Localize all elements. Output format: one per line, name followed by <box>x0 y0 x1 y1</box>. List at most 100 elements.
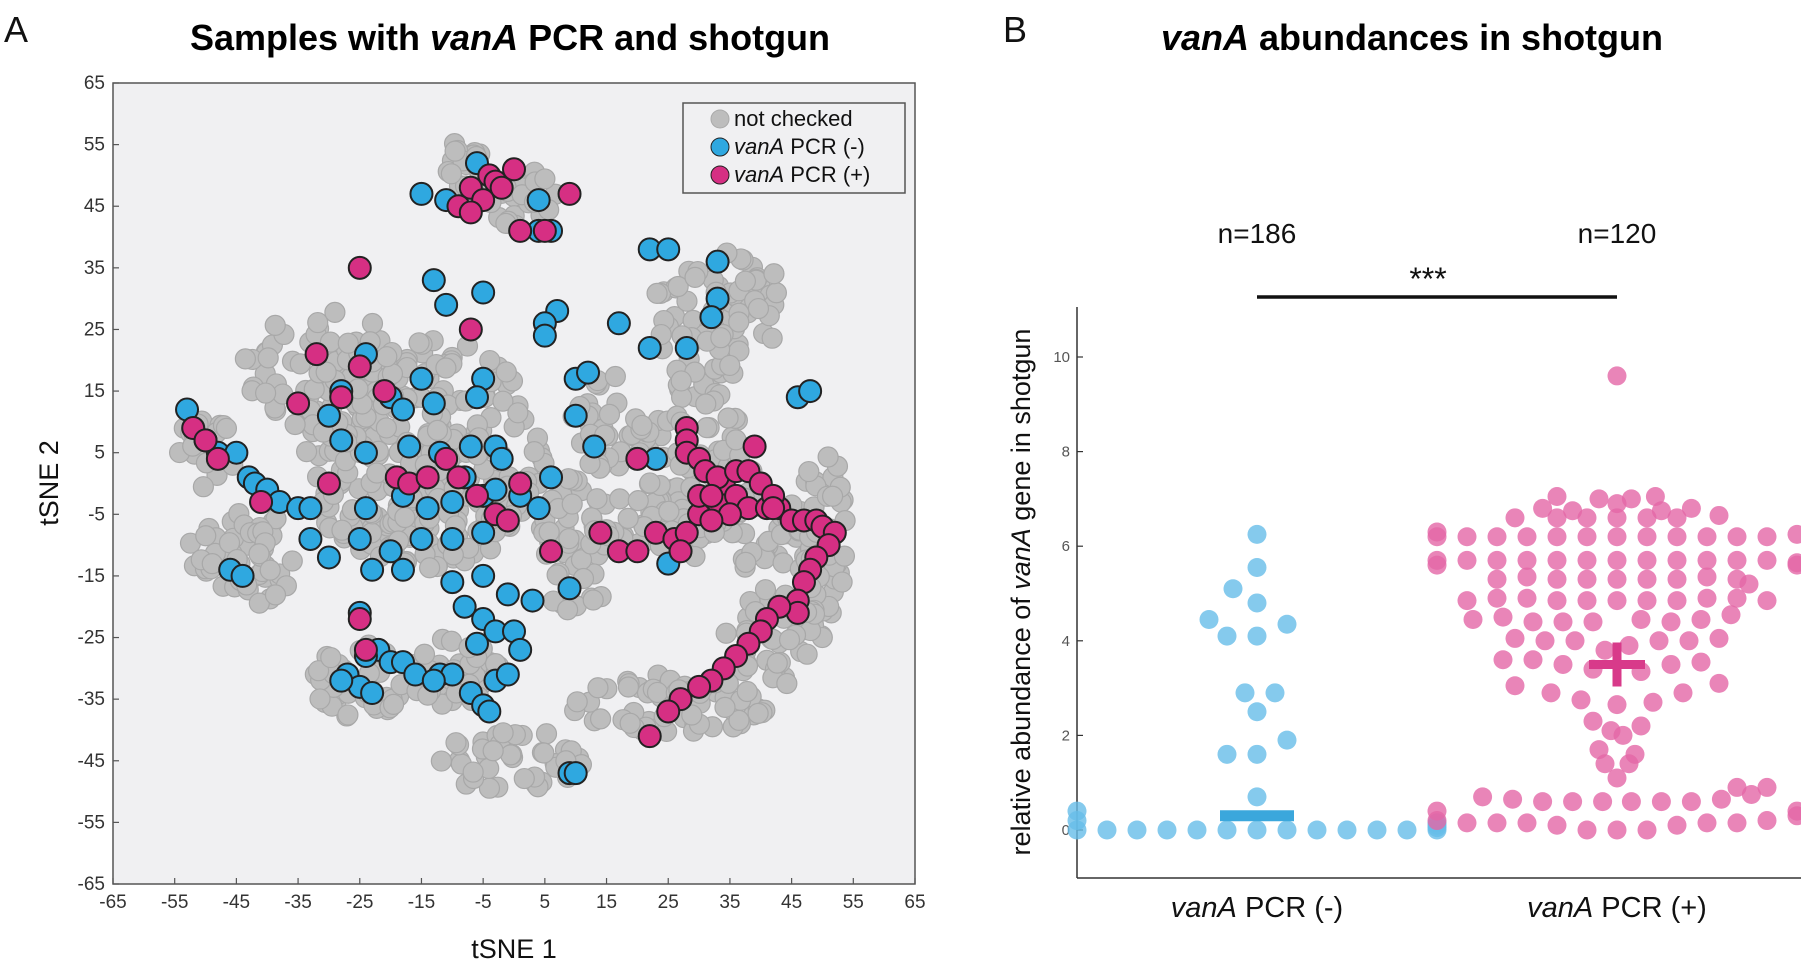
point-not-checked <box>366 462 388 484</box>
point-pcr-negative <box>532 323 557 348</box>
point-not-checked <box>761 327 783 349</box>
point-not-checked <box>719 354 741 377</box>
point-not-checked <box>821 485 844 507</box>
point-pcr-positive <box>532 218 557 243</box>
point-pcr-negative <box>1187 820 1207 840</box>
point-pcr-positive <box>588 520 613 545</box>
point-pcr-positive <box>1637 591 1657 611</box>
point-not-checked <box>728 311 750 333</box>
point-not-checked <box>695 393 717 415</box>
point-pcr-negative <box>495 662 520 687</box>
point-pcr-negative <box>1067 811 1087 831</box>
point-not-checked <box>604 365 626 388</box>
category-label-positive: vanA PCR (+) <box>1527 892 1707 924</box>
y-tick-label: 5 <box>94 443 105 464</box>
x-tick-label: 35 <box>719 892 740 913</box>
x-tick-label: 45 <box>781 892 802 913</box>
x-tick-label: -55 <box>161 892 188 913</box>
point-pcr-positive <box>1727 569 1747 589</box>
y-tick-label: -65 <box>78 874 105 895</box>
y-tick-label: 45 <box>84 196 105 217</box>
point-pcr-positive <box>1493 650 1513 670</box>
point-not-checked <box>747 702 769 724</box>
y-tick-label: 25 <box>84 319 105 340</box>
point-not-checked <box>307 660 330 682</box>
panel-a-pcr-negative-points <box>175 151 823 786</box>
point-not-checked <box>765 282 788 304</box>
point-pcr-positive <box>557 181 582 206</box>
point-pcr-negative <box>656 237 681 262</box>
point-pcr-positive <box>1533 498 1553 518</box>
point-pcr-positive <box>1607 508 1627 528</box>
y-tick-label: 8 <box>1062 444 1070 461</box>
point-not-checked <box>513 767 535 790</box>
point-not-checked <box>598 403 621 425</box>
point-pcr-negative <box>347 526 372 551</box>
point-pcr-negative <box>440 489 465 514</box>
point-pcr-positive <box>1709 628 1729 648</box>
point-not-checked <box>728 709 750 731</box>
point-pcr-positive <box>1711 789 1731 809</box>
point-pcr-positive <box>1667 569 1687 589</box>
point-pcr-negative <box>1247 557 1267 577</box>
point-pcr-positive <box>464 483 489 508</box>
point-pcr-negative <box>508 637 533 662</box>
point-not-checked <box>798 460 820 483</box>
point-pcr-negative <box>1157 820 1177 840</box>
legend-marker-pcr-negative <box>710 137 730 157</box>
point-pcr-negative <box>409 526 434 551</box>
point-not-checked <box>710 327 732 349</box>
point-pcr-negative <box>1265 683 1285 703</box>
point-pcr-positive <box>625 446 650 471</box>
point-pcr-negative <box>421 668 446 693</box>
point-pcr-positive <box>1589 489 1609 509</box>
point-pcr-negative <box>1277 820 1297 840</box>
point-pcr-positive <box>1503 789 1523 809</box>
legend-label-pcr-negative: vanA PCR (-) <box>734 134 865 159</box>
point-pcr-positive <box>1563 792 1583 812</box>
point-pcr-positive <box>1621 489 1641 509</box>
point-not-checked <box>444 140 466 162</box>
point-pcr-negative <box>1307 820 1327 840</box>
point-pcr-positive <box>1621 792 1641 812</box>
point-pcr-positive <box>249 489 274 514</box>
point-pcr-positive <box>1607 569 1627 589</box>
point-pcr-positive <box>1583 711 1603 731</box>
point-not-checked <box>324 301 346 323</box>
point-not-checked <box>248 543 270 565</box>
x-tick-label: 55 <box>843 892 864 913</box>
panel-a-pcr-positive-points <box>181 157 847 749</box>
point-pcr-positive <box>1463 610 1483 630</box>
point-pcr-positive <box>1661 654 1681 674</box>
point-not-checked <box>361 312 384 335</box>
point-not-checked <box>617 676 640 698</box>
y-tick-label: -15 <box>78 566 105 587</box>
point-pcr-positive <box>508 471 533 496</box>
point-pcr-positive <box>1681 498 1701 518</box>
x-tick-label: 25 <box>658 892 679 913</box>
point-pcr-positive <box>1757 777 1777 797</box>
point-pcr-positive <box>1517 588 1537 608</box>
point-pcr-positive <box>539 539 564 564</box>
point-pcr-positive <box>495 508 520 533</box>
point-pcr-positive <box>1757 527 1777 547</box>
point-not-checked <box>309 688 331 710</box>
point-pcr-positive <box>1741 785 1761 805</box>
point-pcr-positive <box>1667 550 1687 570</box>
point-pcr-positive <box>1607 768 1627 788</box>
panel-b-letter: B <box>1003 9 1027 50</box>
panel-a-legend: not checked vanA PCR (-) vanA PCR (+) <box>682 102 906 194</box>
panel-b-pcr-negative-points <box>1067 524 1447 840</box>
point-not-checked <box>264 314 286 336</box>
point-not-checked <box>736 680 758 703</box>
point-not-checked <box>586 488 608 510</box>
point-not-checked <box>566 691 588 713</box>
point-pcr-negative <box>471 520 496 545</box>
point-pcr-positive <box>1607 494 1627 514</box>
point-pcr-negative <box>1217 626 1237 646</box>
point-pcr-positive <box>1547 591 1567 611</box>
y-tick-label: 65 <box>84 73 105 94</box>
point-pcr-positive <box>1727 588 1747 608</box>
point-pcr-positive <box>1505 628 1525 648</box>
point-not-checked <box>558 528 580 550</box>
